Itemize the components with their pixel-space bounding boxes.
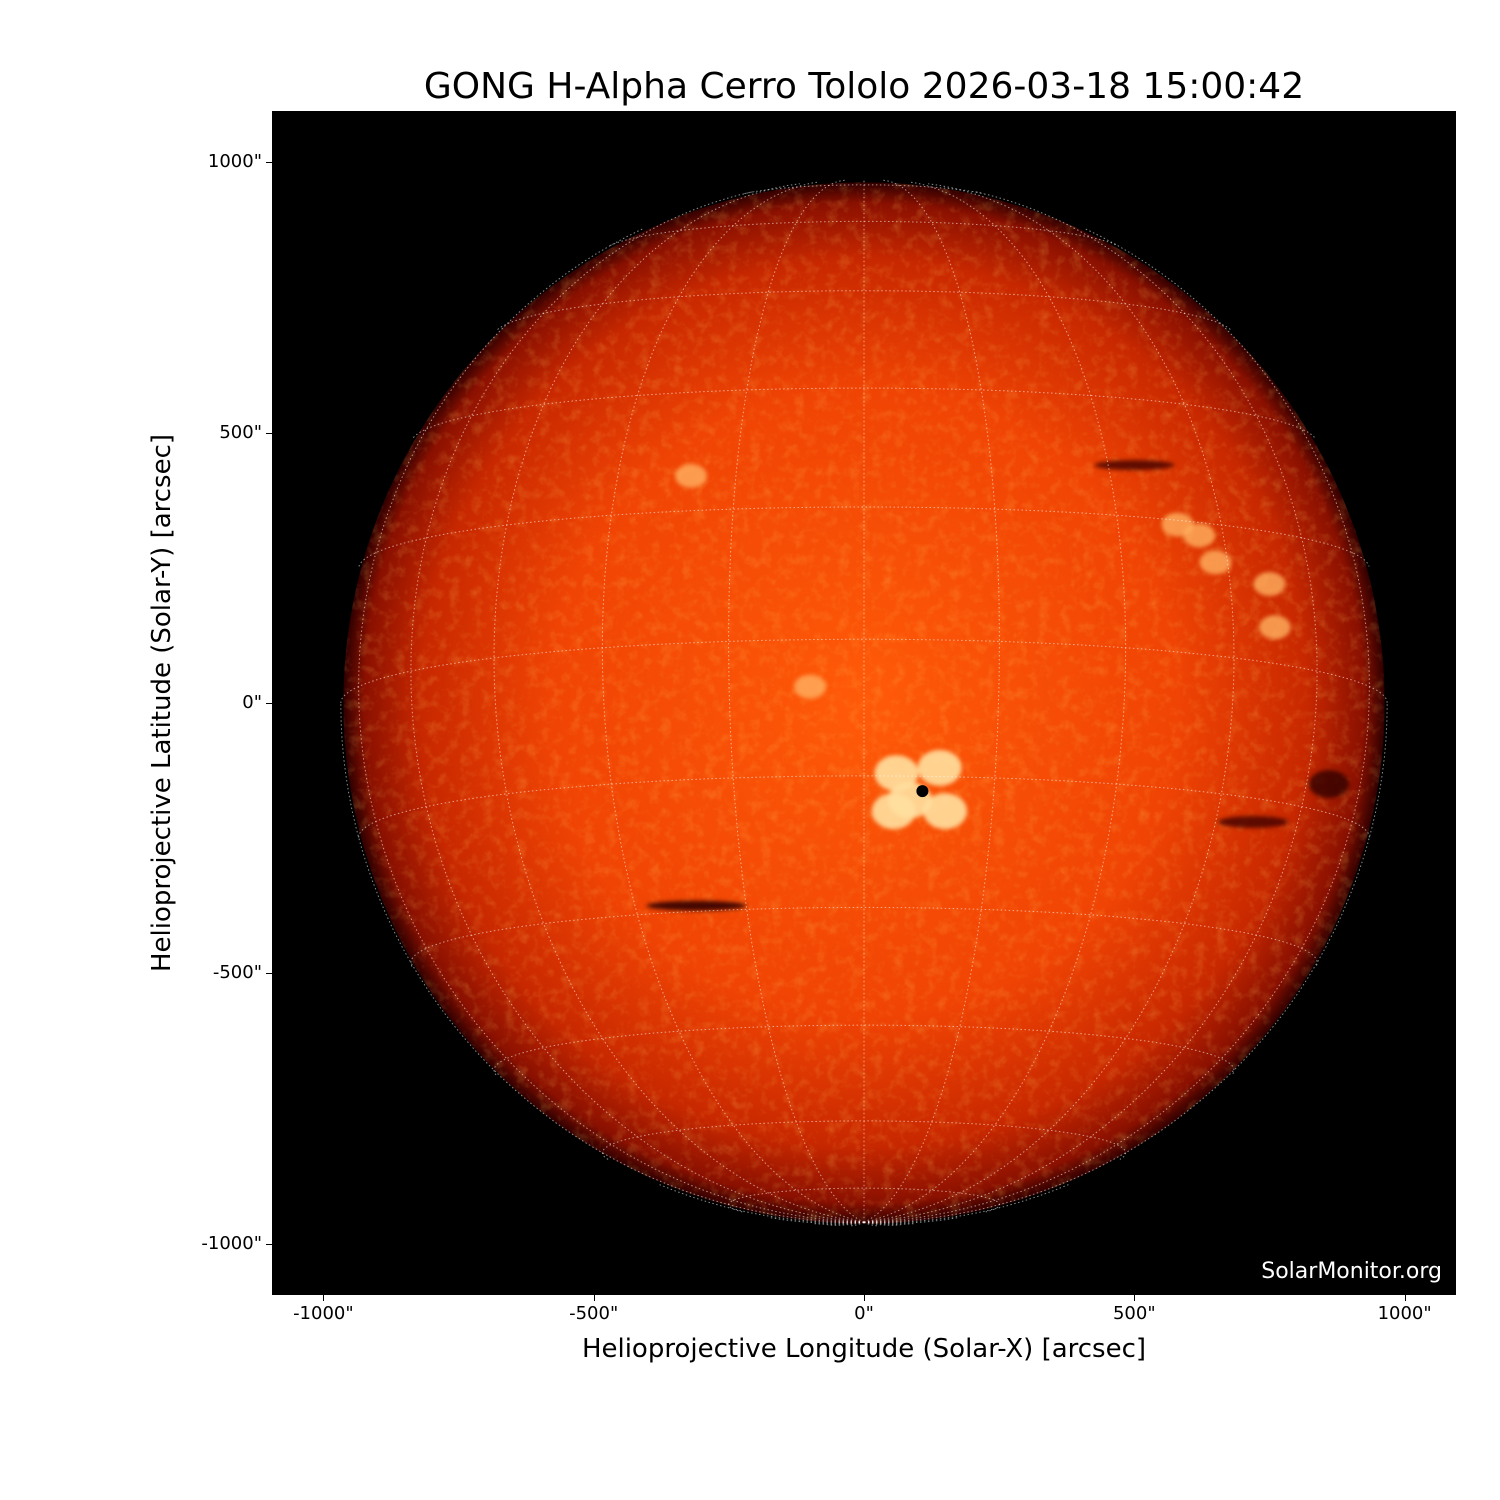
filament	[1218, 815, 1289, 828]
y-tick-mark	[266, 703, 272, 704]
grid-line	[493, 1024, 1235, 1076]
x-axis-label: Helioprojective Longitude (Solar-X) [arc…	[581, 1334, 1147, 1364]
filament	[646, 900, 747, 911]
filament	[1308, 770, 1349, 799]
filament	[1094, 460, 1175, 471]
grid-line	[728, 1187, 1000, 1213]
grid-line	[863, 183, 1235, 1223]
x-tick-label: 0"	[854, 1303, 874, 1324]
x-tick-label: 500"	[1112, 1303, 1156, 1324]
x-tick-label: 1000"	[1377, 1303, 1432, 1324]
y-tick-label: -500"	[212, 962, 262, 984]
grid-line	[358, 506, 1370, 567]
grid-line	[340, 638, 1388, 704]
grid-line	[849, 1221, 865, 1227]
grid-line	[412, 387, 1316, 438]
grid-line	[497, 290, 1231, 330]
x-tick-mark	[323, 1295, 325, 1301]
plage-region	[871, 793, 916, 830]
grid-line	[728, 179, 865, 1223]
grid-line	[340, 702, 865, 1223]
plage-region	[674, 463, 707, 488]
plage-region	[874, 755, 919, 792]
grid-line	[358, 775, 1370, 838]
y-tick-label: 1000"	[207, 151, 262, 173]
sunspot	[916, 785, 929, 798]
y-tick-mark	[266, 162, 272, 164]
plage-region	[1183, 523, 1216, 548]
x-tick-label: -500"	[569, 1303, 619, 1324]
y-tick-label: 500"	[219, 421, 262, 443]
y-tick-label: 0"	[242, 692, 262, 713]
grid-line	[863, 190, 1318, 1223]
grid-line	[610, 220, 1118, 246]
x-tick-mark	[593, 1295, 595, 1301]
grid-line	[493, 183, 865, 1223]
grid-line	[863, 179, 1000, 1223]
grid-line	[863, 702, 1388, 1223]
y-tick-mark	[266, 432, 272, 434]
grid-line	[863, 228, 1370, 1223]
x-tick-mark	[864, 1295, 865, 1301]
plage-region	[1258, 615, 1291, 640]
plage-region	[1199, 550, 1232, 575]
chart-title: GONG H-Alpha Cerro Tololo 2026-03-18 15:…	[423, 66, 1305, 107]
plage-region	[793, 674, 826, 699]
grid-line	[410, 190, 865, 1223]
x-tick-mark	[1404, 1295, 1406, 1301]
plage-region	[923, 793, 968, 830]
grid-line	[863, 1221, 916, 1225]
y-tick-mark	[266, 973, 272, 975]
y-tick-label: -1000"	[201, 1232, 262, 1254]
plage-region	[917, 749, 962, 786]
grid-line	[863, 1221, 879, 1227]
watermark: SolarMonitor.org	[1261, 1259, 1442, 1284]
grid-line	[358, 228, 865, 1223]
plage-region	[1253, 572, 1286, 597]
solar-image-plot: SolarMonitor.org	[272, 111, 1456, 1295]
x-tick-label: -1000"	[293, 1303, 354, 1324]
x-tick-mark	[1134, 1295, 1136, 1301]
y-tick-mark	[266, 1243, 272, 1245]
